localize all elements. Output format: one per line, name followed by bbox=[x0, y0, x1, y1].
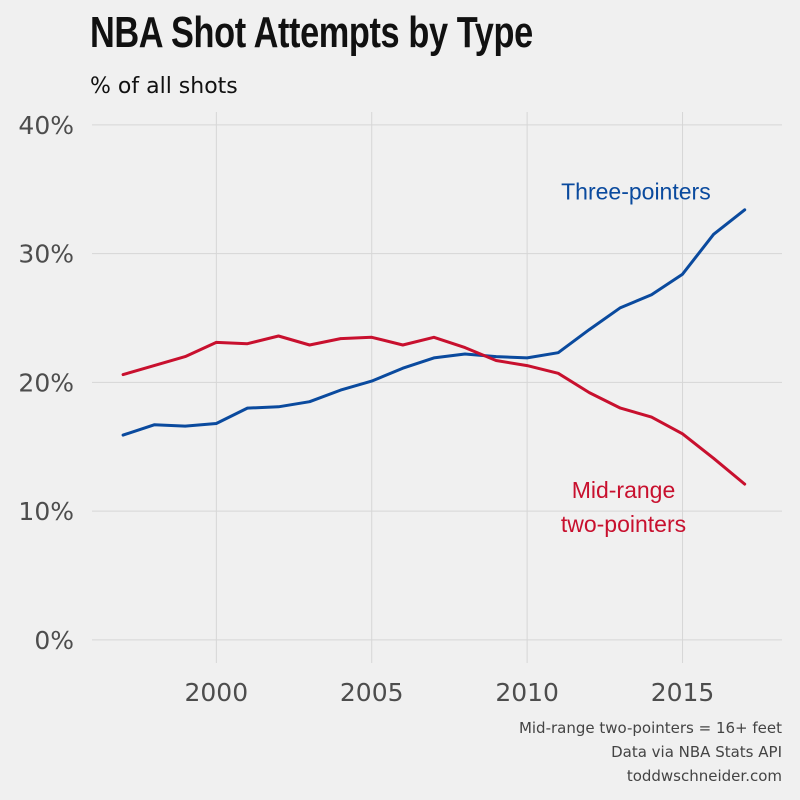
data-point bbox=[432, 356, 436, 360]
x-tick-label: 2015 bbox=[651, 678, 715, 707]
caption-site: toddwschneider.com bbox=[626, 767, 782, 785]
data-point bbox=[557, 372, 560, 375]
data-point bbox=[743, 482, 746, 486]
data-point bbox=[277, 405, 280, 409]
chart-title: NBA Shot Attempts by Type bbox=[90, 8, 533, 57]
data-point bbox=[339, 337, 342, 340]
data-point bbox=[463, 352, 467, 356]
data-point bbox=[246, 406, 249, 410]
series-label: Mid-range bbox=[572, 477, 676, 503]
data-point bbox=[277, 334, 280, 338]
series-label: two-pointers bbox=[561, 511, 686, 537]
chart-subtitle: % of all shots bbox=[90, 74, 238, 99]
y-tick-label: 10% bbox=[18, 497, 74, 526]
data-point bbox=[494, 355, 498, 358]
data-point bbox=[401, 343, 405, 347]
caption-note: Mid-range two-pointers = 16+ feet bbox=[518, 719, 782, 737]
data-point bbox=[463, 346, 467, 349]
caption: Mid-range two-pointers = 16+ feet Data v… bbox=[519, 716, 782, 788]
data-point bbox=[588, 328, 591, 331]
data-point bbox=[712, 233, 715, 236]
data-point bbox=[588, 391, 591, 394]
series-lines bbox=[121, 208, 747, 486]
x-tick-label: 2010 bbox=[495, 678, 559, 707]
data-point bbox=[308, 400, 311, 403]
grid bbox=[92, 112, 782, 663]
data-point bbox=[401, 366, 405, 370]
data-point bbox=[432, 336, 436, 339]
data-point bbox=[121, 433, 125, 437]
x-tick-labels: 2000 2005 2010 2015 bbox=[185, 678, 715, 707]
data-point bbox=[339, 388, 342, 392]
data-point bbox=[215, 422, 218, 425]
caption-source: Data via NBA Stats API bbox=[611, 743, 782, 761]
data-point bbox=[712, 457, 715, 460]
data-point bbox=[370, 336, 373, 339]
data-point bbox=[184, 424, 187, 428]
data-point bbox=[650, 415, 653, 419]
data-point bbox=[215, 341, 218, 344]
data-point bbox=[121, 373, 125, 376]
data-point bbox=[650, 293, 653, 297]
data-point bbox=[184, 355, 187, 358]
data-point bbox=[743, 208, 746, 212]
x-tick-label: 2005 bbox=[340, 678, 404, 707]
data-point bbox=[525, 356, 529, 360]
data-point bbox=[681, 273, 684, 276]
series-label: Three-pointers bbox=[561, 179, 711, 205]
data-point bbox=[152, 423, 156, 427]
data-point bbox=[494, 359, 498, 362]
series-labels: Three-pointers Mid-range two-pointers bbox=[561, 179, 711, 538]
data-point bbox=[525, 364, 529, 367]
data-point bbox=[681, 432, 684, 436]
x-tick-label: 2000 bbox=[185, 678, 249, 707]
y-tick-label: 30% bbox=[18, 240, 74, 269]
data-point bbox=[308, 343, 311, 347]
data-point bbox=[246, 342, 249, 345]
data-point bbox=[557, 351, 560, 354]
y-tick-label: 0% bbox=[34, 626, 74, 655]
data-point bbox=[619, 306, 622, 309]
y-tick-labels: 0% 10% 20% 30% 40% bbox=[18, 111, 74, 655]
y-tick-label: 20% bbox=[18, 368, 74, 397]
y-tick-label: 40% bbox=[18, 111, 74, 140]
data-point bbox=[370, 379, 373, 383]
data-point bbox=[619, 406, 622, 410]
data-point bbox=[152, 364, 156, 367]
